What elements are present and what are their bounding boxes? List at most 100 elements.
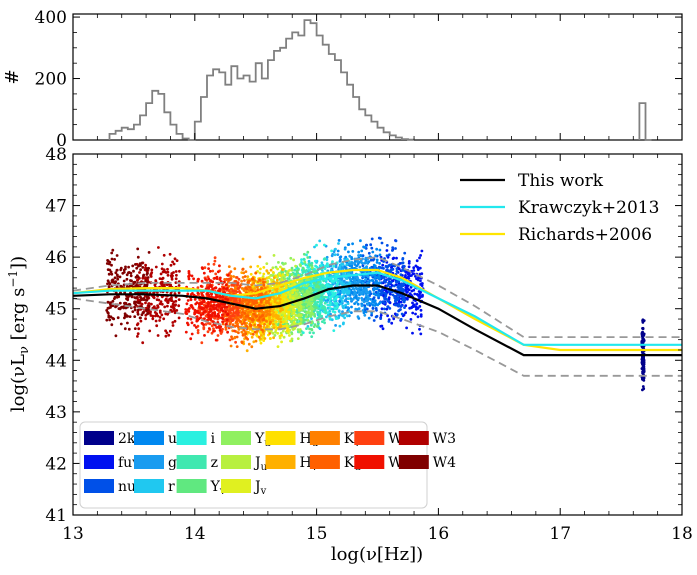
scatter-point — [200, 266, 204, 270]
scatter-point — [300, 258, 303, 261]
scatter-point — [192, 277, 196, 281]
scatter-point — [206, 313, 210, 316]
scatter-point — [391, 249, 394, 252]
scatter-point — [165, 331, 169, 335]
scatter-point — [374, 275, 377, 279]
scatter-point — [336, 249, 340, 253]
scatter-point — [134, 263, 137, 266]
scatter-point — [263, 322, 266, 326]
scatter-point — [247, 310, 251, 314]
scatter-point — [314, 259, 317, 263]
scatter-point — [144, 317, 148, 321]
scatter-point — [298, 330, 302, 334]
scatter-point — [219, 331, 223, 335]
scatter-point — [304, 294, 307, 297]
scatter-point — [244, 287, 248, 290]
scatter-point — [262, 272, 266, 276]
scatter-point — [334, 324, 337, 327]
scatter-point — [248, 285, 252, 289]
scatter-point — [378, 253, 382, 257]
scatter-point — [162, 253, 166, 257]
scatter-point — [402, 264, 406, 268]
scatter-point — [357, 254, 360, 257]
scatter-point — [226, 312, 230, 316]
histogram-steps — [108, 19, 652, 141]
scatter-point — [232, 314, 236, 318]
scatter-point — [308, 263, 312, 267]
scatter-point — [257, 313, 261, 316]
scatter-point — [178, 269, 181, 273]
scatter-point — [351, 242, 354, 246]
scatter-point — [345, 297, 348, 300]
scatter-point — [150, 268, 154, 272]
scatter-point — [641, 366, 645, 369]
scatter-point — [225, 305, 229, 309]
scatter-point — [377, 293, 380, 297]
scatter-point — [293, 268, 297, 272]
scatter-point — [312, 281, 316, 285]
scatter-point — [268, 332, 272, 335]
scatter-point — [242, 328, 246, 332]
scatter-point — [407, 265, 411, 269]
scatter-point — [419, 283, 422, 286]
scatter-point — [325, 255, 329, 259]
scatter-point — [244, 270, 248, 273]
scatter-point — [246, 275, 250, 278]
scatter-point — [390, 321, 394, 325]
scatter-point — [191, 292, 194, 295]
scatter-point — [372, 288, 376, 292]
scatter-point — [271, 266, 275, 270]
scatter-point — [208, 269, 212, 273]
scatter-point — [262, 283, 266, 287]
scatter-point — [373, 304, 377, 307]
scatter-point — [410, 274, 413, 277]
scatter-point — [325, 274, 329, 278]
scatter-point — [369, 302, 373, 306]
scatter-point — [199, 306, 202, 310]
scatter-point — [214, 272, 218, 276]
scatter-point — [397, 293, 401, 297]
scatter-point — [189, 298, 193, 302]
scatter-point — [321, 320, 324, 323]
scatter-point — [419, 314, 423, 318]
scatter-point — [229, 344, 233, 348]
scatter-point — [345, 277, 349, 280]
scatter-point — [372, 292, 376, 296]
scatter-point — [257, 304, 261, 308]
scatter-point — [384, 264, 388, 268]
scatter-point — [312, 331, 315, 335]
scatter-point — [278, 336, 282, 340]
scatter-point — [383, 279, 386, 283]
scatter-point — [243, 275, 247, 278]
scatter-point — [205, 292, 209, 296]
scatter-point — [177, 284, 181, 287]
scatter-point — [309, 283, 313, 287]
scatter-point — [297, 307, 301, 311]
scatter-point — [147, 304, 151, 308]
scatter-point — [147, 251, 151, 254]
scatter-point — [377, 302, 381, 305]
scatter-point — [381, 327, 385, 331]
scatter-point — [379, 324, 383, 328]
scatter-point — [151, 317, 155, 321]
scatter-point — [371, 279, 375, 282]
scatter-point — [356, 315, 360, 319]
scatter-point — [241, 257, 245, 261]
scatter-point — [391, 246, 395, 250]
scatter-point — [307, 259, 311, 263]
scatter-point — [305, 304, 309, 308]
scatter-point — [274, 313, 278, 317]
scatter-point — [231, 289, 235, 292]
scatter-point — [322, 306, 325, 309]
scatter-point — [132, 269, 135, 273]
scatter-point — [173, 304, 177, 307]
scatter-point — [342, 294, 345, 298]
scatter-point — [416, 307, 420, 310]
scatter-point — [188, 273, 192, 277]
scatter-point — [162, 317, 166, 321]
scatter-point — [415, 293, 419, 296]
scatter-point — [141, 341, 145, 345]
scatter-point — [350, 291, 353, 295]
scatter-point — [403, 298, 407, 302]
